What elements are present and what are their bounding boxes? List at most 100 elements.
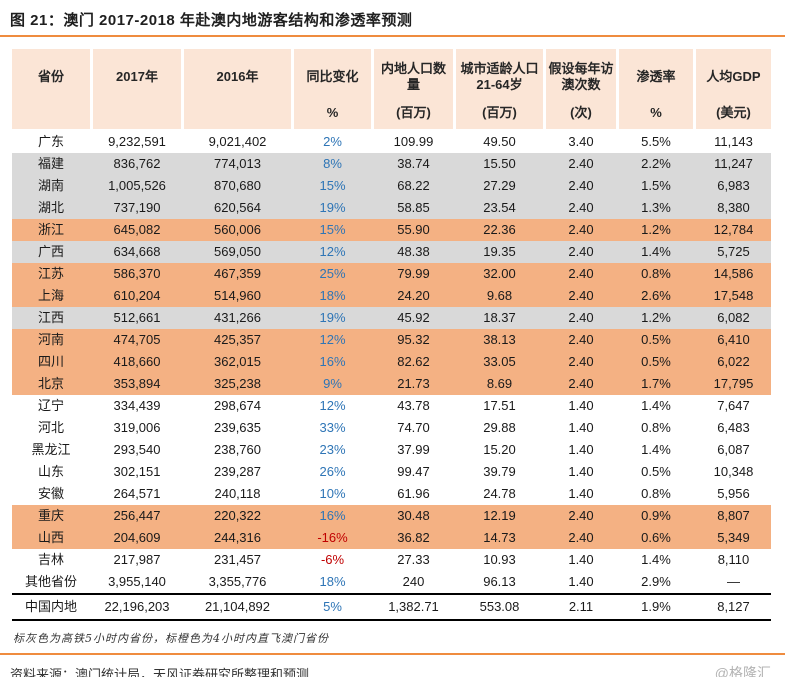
cell-gdp: 10,348 (713, 464, 754, 479)
cell-2017: 334,439 (113, 398, 161, 413)
cell-urban-pop: 15.20 (483, 442, 516, 457)
cell-penetration: 2.9% (641, 574, 671, 589)
cell-penetration: 1.4% (641, 398, 671, 413)
cell-urban-pop: 32.00 (483, 266, 516, 281)
cell-urban-pop: 39.79 (483, 464, 516, 479)
cell-yoy-change: 33% (319, 420, 346, 435)
table-row: 山东 302,151 239,287 26% 99.47 39.79 1.40 … (12, 461, 771, 483)
cell-2017: 353,894 (113, 376, 161, 391)
cell-province: 北京 (37, 376, 64, 391)
col-header-yoy-change: 同比变化 % (294, 49, 371, 129)
cell-province: 河南 (37, 332, 64, 347)
cell-penetration: 0.9% (641, 508, 671, 523)
cell-urban-pop: 33.05 (483, 354, 516, 369)
cell-visits: 1.40 (568, 486, 594, 501)
cell-penetration: 1.2% (641, 310, 671, 325)
cell-2017: 204,609 (113, 530, 161, 545)
footer-row: 资料来源：澳门统计局，天风证券研究所整理和预测 @格隆汇 (10, 663, 771, 677)
table-row: 黑龙江 293,540 238,760 23% 37.99 15.20 1.40… (12, 439, 771, 461)
cell-population: 58.85 (397, 200, 430, 215)
cell-urban-pop: 17.51 (483, 398, 516, 413)
cell-province: 河北 (37, 420, 64, 435)
cell-2017: 22,196,203 (104, 599, 170, 614)
cell-province: 湖南 (37, 178, 64, 193)
cell-urban-pop: 24.78 (483, 486, 516, 501)
cell-yoy-change: 15% (319, 178, 346, 193)
cell-province: 四川 (37, 354, 64, 369)
cell-urban-pop: 38.13 (483, 332, 516, 347)
cell-penetration: 1.5% (641, 178, 671, 193)
cell-gdp: 6,087 (717, 442, 750, 457)
cell-gdp: 5,956 (717, 486, 750, 501)
cell-2016: 9,021,402 (208, 134, 267, 149)
cell-urban-pop: 49.50 (483, 134, 516, 149)
cell-population: 30.48 (397, 508, 430, 523)
table-row: 吉林 217,987 231,457 -6% 27.33 10.93 1.40 … (12, 549, 771, 571)
cell-urban-pop: 10.93 (483, 552, 516, 567)
cell-2016: 240,118 (214, 486, 261, 501)
cell-2016: 239,287 (214, 464, 261, 479)
data-source: 资料来源：澳门统计局，天风证券研究所整理和预测 (10, 666, 310, 677)
cell-2017: 418,660 (113, 354, 161, 369)
cell-yoy-change: 18% (319, 574, 346, 589)
cell-yoy-change: 16% (319, 354, 346, 369)
table-row: 北京 353,894 325,238 9% 21.73 8.69 2.40 1.… (12, 373, 771, 395)
cell-penetration: 0.5% (641, 354, 671, 369)
cell-province: 上海 (37, 288, 64, 303)
table-footnote: 标灰色为高铁5小时内省份，标橙色为4小时内直飞澳门省份 (13, 632, 329, 645)
cell-province: 山东 (37, 464, 64, 479)
table-row: 辽宁 334,439 298,674 12% 43.78 17.51 1.40 … (12, 395, 771, 417)
table-row: 中国内地 22,196,203 21,104,892 5% 1,382.71 5… (12, 593, 771, 621)
watermark: @格隆汇 (714, 665, 771, 677)
col-header-province: 省份 (12, 49, 90, 129)
cell-gdp: 8,380 (717, 200, 750, 215)
cell-urban-pop: 27.29 (483, 178, 516, 193)
cell-gdp: 8,110 (717, 552, 750, 567)
cell-gdp: 6,483 (717, 420, 750, 435)
cell-gdp: 5,349 (717, 530, 750, 545)
cell-visits: 2.40 (568, 332, 594, 347)
cell-population: 82.62 (397, 354, 430, 369)
cell-population: 43.78 (397, 398, 430, 413)
cell-2016: 362,015 (214, 354, 261, 369)
cell-population: 1,382.71 (388, 599, 439, 614)
cell-2017: 586,370 (113, 266, 161, 281)
cell-province: 广西 (37, 244, 64, 259)
cell-2016: 425,357 (214, 332, 261, 347)
cell-urban-pop: 22.36 (483, 222, 516, 237)
cell-2016: 431,266 (214, 310, 261, 325)
cell-gdp: 7,647 (717, 398, 750, 413)
cell-visits: 2.40 (568, 310, 594, 325)
col-header-urban-working-age: 城市适龄人口 21-64岁 (百万) (456, 49, 543, 129)
cell-gdp: 17,548 (713, 288, 754, 303)
cell-yoy-change: 15% (319, 222, 346, 237)
cell-visits: 2.40 (568, 244, 594, 259)
cell-2017: 3,955,140 (108, 574, 166, 589)
cell-province: 辽宁 (37, 398, 64, 413)
cell-2017: 645,082 (113, 222, 161, 237)
cell-yoy-change: 19% (319, 310, 346, 325)
cell-population: 45.92 (397, 310, 430, 325)
cell-2016: 239,635 (214, 420, 261, 435)
cell-population: 48.38 (397, 244, 430, 259)
cell-2017: 737,190 (113, 200, 161, 215)
footer-divider (0, 653, 785, 655)
cell-yoy-change: 25% (319, 266, 346, 281)
cell-yoy-change: 26% (319, 464, 346, 479)
cell-urban-pop: 12.19 (483, 508, 516, 523)
cell-urban-pop: 23.54 (483, 200, 516, 215)
cell-visits: 2.11 (568, 599, 594, 614)
table-row: 江西 512,661 431,266 19% 45.92 18.37 2.40 … (12, 307, 771, 329)
table-row: 广东 9,232,591 9,021,402 2% 109.99 49.50 3… (12, 131, 771, 153)
cell-visits: 2.40 (568, 288, 594, 303)
cell-province: 湖北 (37, 200, 64, 215)
cell-2016: 220,322 (214, 508, 261, 523)
cell-gdp: 6,983 (717, 178, 750, 193)
cell-province: 山西 (37, 530, 64, 545)
cell-visits: 3.40 (568, 134, 594, 149)
cell-visits: 2.40 (568, 156, 594, 171)
cell-province: 黑龙江 (31, 442, 71, 457)
cell-urban-pop: 96.13 (483, 574, 516, 589)
cell-population: 95.32 (397, 332, 430, 347)
